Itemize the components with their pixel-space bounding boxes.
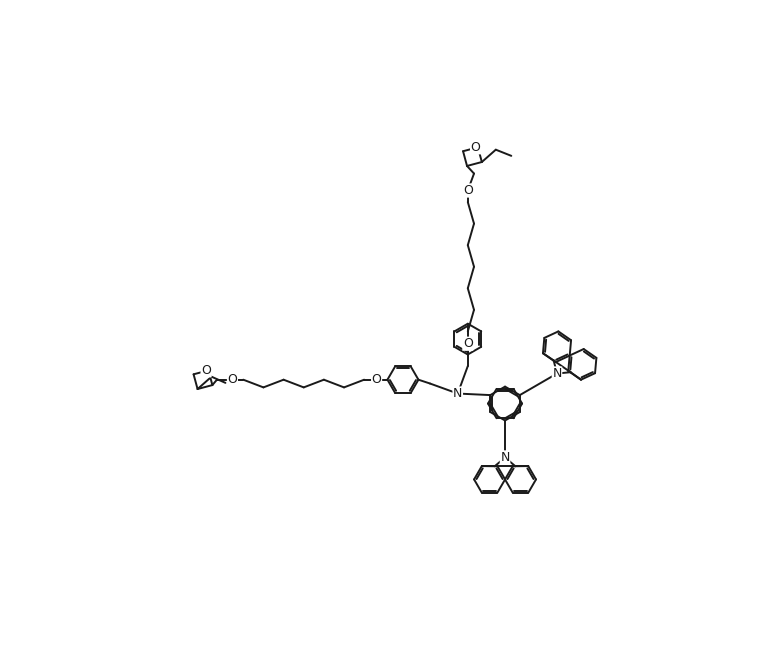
Text: N: N [553, 367, 562, 380]
Text: O: O [227, 373, 237, 386]
Text: O: O [201, 364, 211, 377]
Text: N: N [500, 451, 509, 464]
Text: N: N [453, 387, 462, 400]
Text: O: O [463, 184, 473, 197]
Text: O: O [471, 141, 481, 154]
Text: O: O [463, 337, 473, 350]
Text: O: O [372, 373, 382, 386]
